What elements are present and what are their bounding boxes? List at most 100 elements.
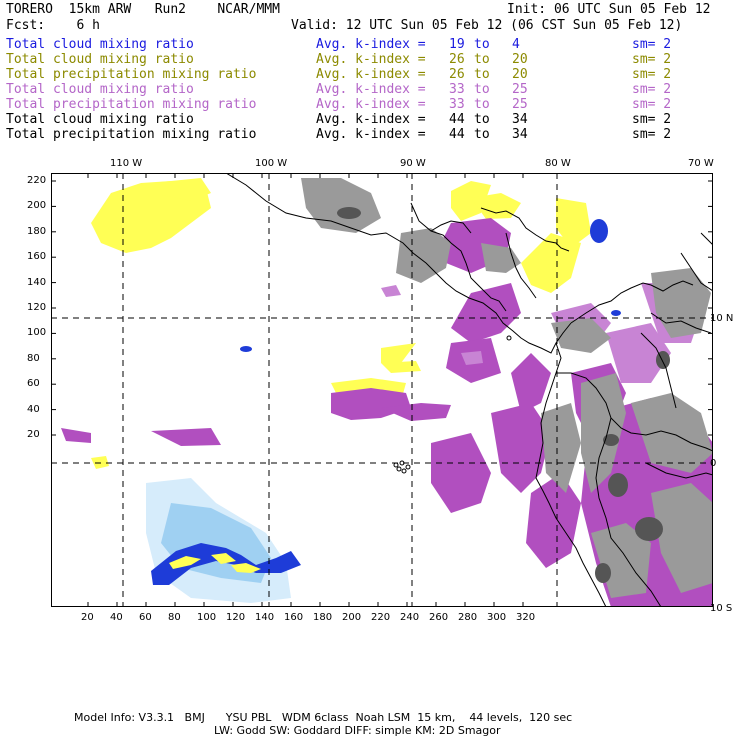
y-tick-label: 180 (27, 225, 47, 237)
y-tick-label: 120 (27, 302, 47, 313)
dark-gray-core (608, 473, 628, 497)
gray-field (541, 403, 581, 493)
legend-kindex: Avg. k-index = (316, 67, 426, 82)
yellow-patch (381, 361, 421, 373)
legend-name: Total precipitation mixing ratio (6, 97, 257, 112)
axis-ticks (51, 173, 713, 607)
yellow-patch (381, 343, 416, 363)
x-tick-label: 180 (313, 612, 333, 623)
legend-kindex: Avg. k-index = (316, 52, 426, 67)
legend-to-word: to (474, 97, 490, 112)
galapagos-island (405, 464, 411, 470)
legend-row: Total precipitation mixing ratio Avg. k-i… (6, 97, 736, 112)
latitude-label: 10 S (710, 603, 733, 614)
galapagos-island (393, 462, 399, 468)
blue-cloud-band (151, 543, 301, 585)
gray-field (301, 178, 381, 233)
coastline (680, 252, 713, 292)
legend-kindex: Avg. k-index = (316, 37, 426, 52)
x-tick-label: 220 (371, 612, 391, 623)
coastline (225, 173, 572, 354)
x-tick-label: 280 (458, 612, 478, 623)
legend-to: 4 (512, 37, 520, 52)
legend-to-word: to (474, 52, 490, 67)
x-tick-label: 120 (226, 612, 246, 623)
y-tick-label: 60 (27, 378, 40, 390)
legend-kindex: Avg. k-index = (316, 112, 426, 127)
legend-sm: sm= 2 (632, 82, 672, 97)
x-tick-label: 140 (255, 612, 275, 623)
coastline (430, 220, 472, 234)
latitude-label: 10 N (710, 313, 734, 324)
gray-field (651, 483, 713, 593)
map-panel (51, 173, 713, 607)
yellow-patch (151, 178, 211, 201)
legend-to-word: to (474, 37, 490, 52)
purple-field (431, 433, 491, 513)
dark-gray-core (656, 351, 670, 369)
yellow-patch (521, 233, 581, 293)
y-tick-label: 160 (27, 251, 47, 263)
purple-field (381, 403, 451, 421)
coastline (650, 312, 712, 334)
galapagos-island (396, 466, 402, 472)
legend-to: 34 (512, 112, 528, 127)
legend-to-word: to (474, 112, 490, 127)
x-tick-label: 200 (342, 612, 362, 623)
valid-time: Valid: 12 UTC Sun 05 Feb 12 (06 CST Sun … (291, 18, 683, 33)
galapagos-island (401, 468, 407, 474)
model-title: TORERO 15km ARW Run2 NCAR/MMM (6, 2, 280, 17)
legend-from: 26 (449, 67, 465, 82)
longitude-label: 100 W (255, 158, 288, 169)
legend-from: 33 (449, 82, 465, 97)
purple-field (451, 283, 521, 343)
y-tick-label: 100 (27, 327, 47, 339)
x-tick-label: 240 (400, 612, 420, 623)
gray-field (551, 318, 611, 353)
coastlines (225, 173, 713, 607)
legend-row: Total cloud mixing ratio Avg. k-index = 26… (6, 52, 736, 67)
purple-field (526, 473, 581, 568)
x-tick-label: 260 (429, 612, 449, 623)
legend-sm: sm= 2 (632, 97, 672, 112)
physics-info: LW: Godd SW: Goddard DIFF: simple KM: 2D… (214, 724, 501, 737)
coastline (480, 207, 570, 252)
x-tick-label: 60 (139, 612, 152, 623)
legend-row: Total precipitation mixing ratio Avg. k-i… (6, 127, 736, 142)
purple-field (61, 428, 91, 443)
legend-sm: sm= 2 (632, 52, 672, 67)
dark-gray-core (635, 517, 663, 541)
legend-from: 33 (449, 97, 465, 112)
coastline (570, 280, 694, 324)
yellow-patch (556, 198, 591, 248)
y-tick-label: 80 (27, 352, 40, 364)
init-time: Init: 06 UTC Sun 05 Feb 12 (507, 2, 711, 17)
gray-field (396, 228, 451, 283)
x-tick-label: 20 (81, 612, 94, 623)
gray-field (631, 393, 713, 473)
light-purple-field (461, 351, 483, 365)
map-canvas (51, 173, 713, 607)
legend-to: 25 (512, 97, 528, 112)
blue-spot (611, 310, 621, 316)
lat-lon-grid (51, 173, 713, 607)
forecast-hour: Fcst: 6 h (6, 18, 100, 33)
y-tick-label: 20 (27, 429, 40, 440)
y-tick-label: 200 (27, 200, 47, 212)
legend-row: Total cloud mixing ratio Avg. k-index = 44… (6, 112, 736, 127)
dark-gray-core (603, 434, 619, 446)
purple-field (511, 353, 551, 413)
legend-row: Total cloud mixing ratio Avg. k-index = 33… (6, 82, 736, 97)
legend-kindex: Avg. k-index = (316, 127, 426, 142)
y-tick-label: 220 (27, 175, 47, 186)
legend-sm: sm= 2 (632, 112, 672, 127)
model-info: Model Info: V3.3.1 BMJ YSU PBL WDM 6clas… (74, 711, 573, 724)
legend-name: Total cloud mixing ratio (6, 37, 194, 52)
yellow-streak (211, 553, 236, 564)
legend-row: Total cloud mixing ratio Avg. k-index = 19… (6, 37, 736, 52)
legend-name: Total cloud mixing ratio (6, 52, 194, 67)
x-tick-label: 80 (168, 612, 181, 623)
light-purple-field (381, 285, 401, 297)
legend-name: Total cloud mixing ratio (6, 82, 194, 97)
legend-to: 20 (512, 67, 528, 82)
